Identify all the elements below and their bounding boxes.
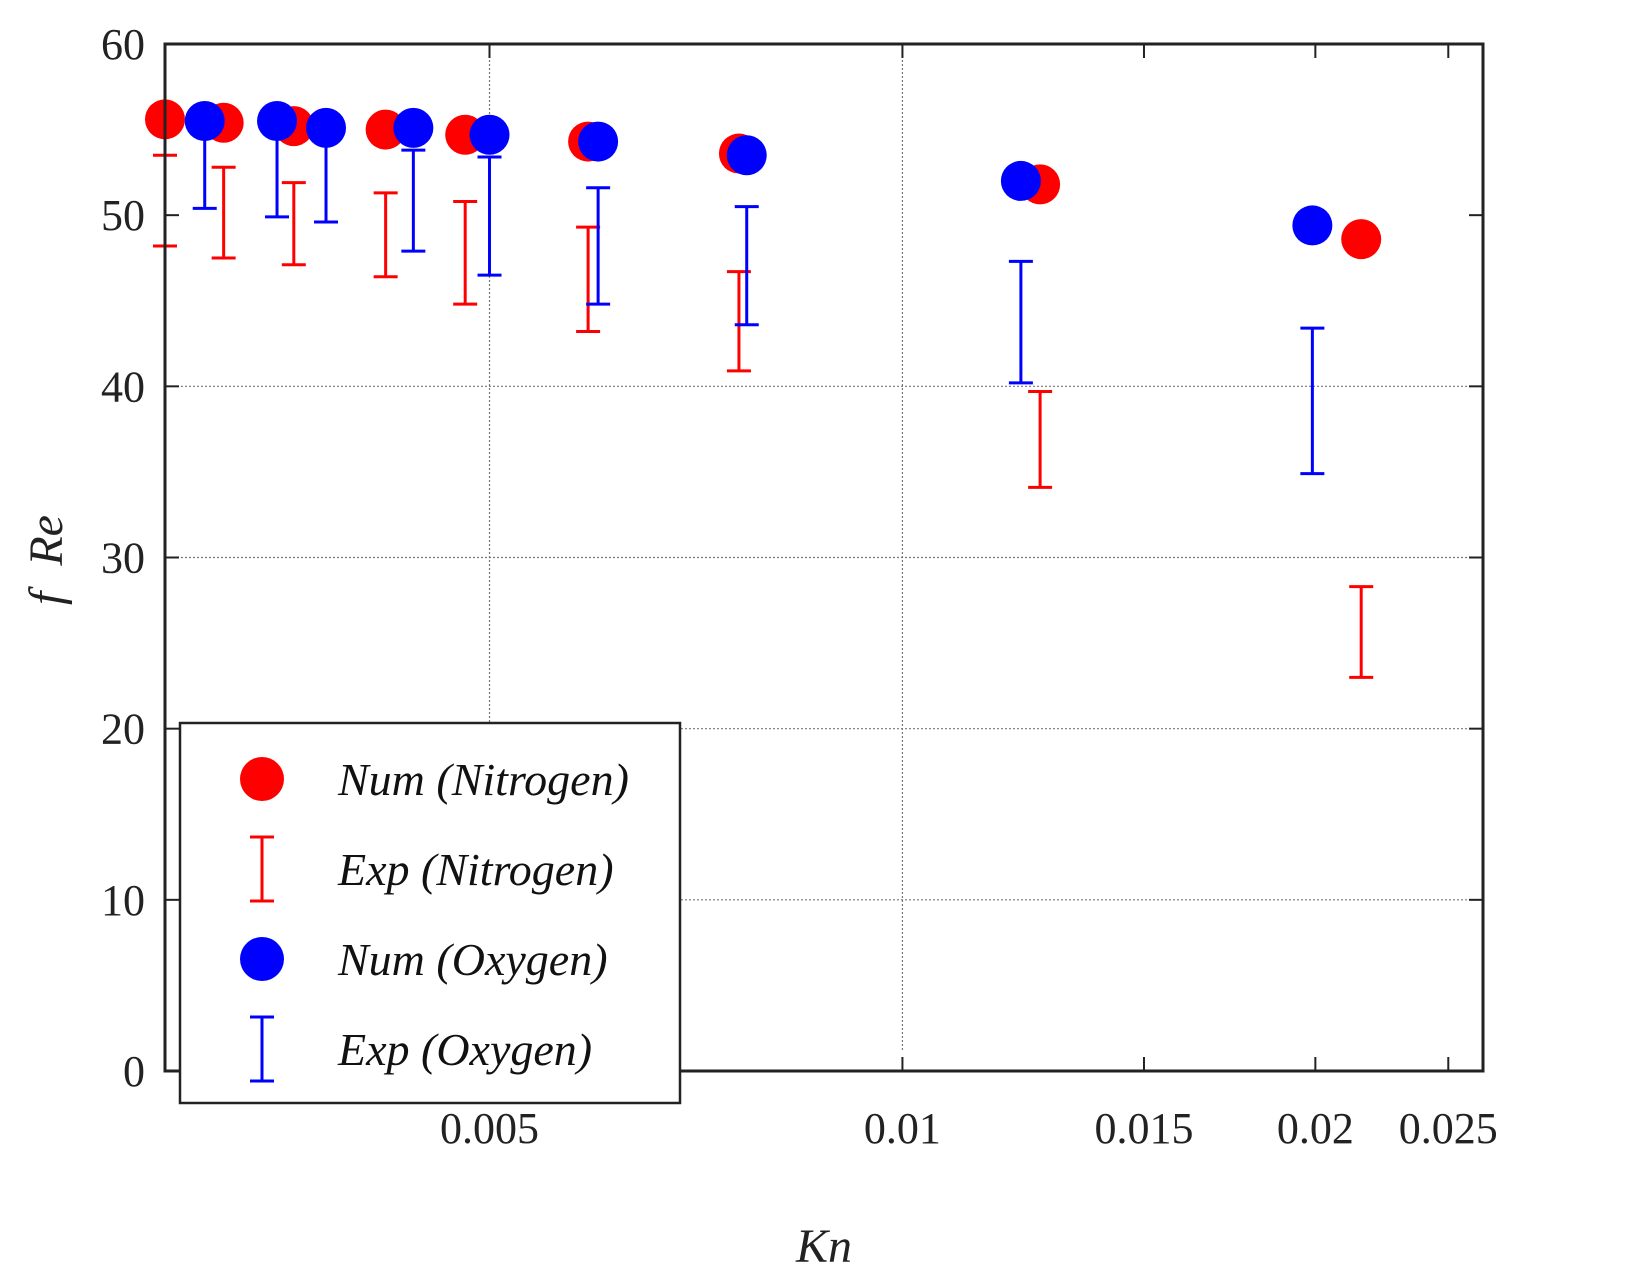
plot-area — [145, 99, 1382, 679]
y-tick-label: 0 — [123, 1047, 145, 1096]
legend-label: Num (Oxygen) — [337, 934, 608, 985]
x-tick-label: 0.015 — [1094, 1104, 1193, 1153]
x-axis-label: Kn — [795, 1220, 852, 1273]
y-tick-label: 40 — [101, 362, 145, 411]
data-point — [1000, 160, 1041, 201]
x-tick-label: 0.025 — [1399, 1104, 1498, 1153]
legend: Num (Nitrogen) Exp (Nitrogen) Num (Oxygen)… — [178, 721, 682, 1105]
y-axis-label-f: f — [20, 586, 73, 605]
y-tick-label: 20 — [101, 705, 145, 754]
y-tick-label: 30 — [101, 534, 145, 583]
x-tick-label: 0.02 — [1277, 1104, 1354, 1153]
y-tick-label: 10 — [101, 876, 145, 925]
y-axis: 0 10 20 30 40 50 60 — [101, 20, 1483, 1096]
legend-marker — [240, 757, 284, 801]
y-tick-label: 60 — [101, 20, 145, 69]
x-tick-label: 0.005 — [440, 1104, 539, 1153]
data-point — [726, 135, 767, 176]
x-tick-label: 0.01 — [864, 1104, 941, 1153]
legend-label: Exp (Oxygen) — [337, 1024, 592, 1075]
data-point — [469, 114, 510, 155]
data-point — [257, 101, 298, 142]
axes-frame — [163, 42, 1485, 1073]
data-point — [393, 107, 434, 148]
y-axis-label: f Re — [20, 515, 73, 605]
data-point — [306, 107, 347, 148]
data-point — [578, 121, 619, 162]
data-point — [184, 101, 225, 142]
y-axis-label-re: Re — [20, 515, 73, 567]
legend-label: Exp (Nitrogen) — [337, 844, 614, 895]
data-point — [1341, 219, 1382, 260]
y-tick-label: 50 — [101, 191, 145, 240]
legend-marker — [240, 937, 284, 981]
legend-label: Num (Nitrogen) — [337, 754, 629, 805]
data-point — [1292, 205, 1333, 246]
x-axis: 0.005 0.01 0.015 0.02 0.025 — [440, 44, 1498, 1153]
